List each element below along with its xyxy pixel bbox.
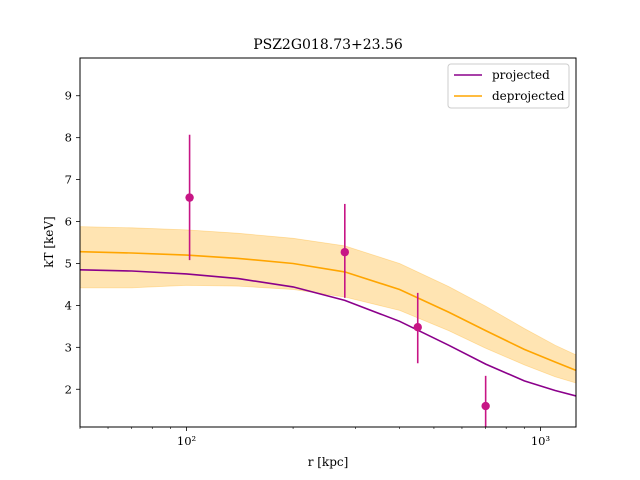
deprojected-line xyxy=(80,250,576,372)
band-layer xyxy=(80,226,576,384)
line-layer xyxy=(80,250,576,397)
legend-projected-label: projected xyxy=(492,68,550,82)
data-point-1 xyxy=(185,193,194,202)
x-tick-label: 10² xyxy=(177,434,196,448)
data-point-2 xyxy=(340,247,350,257)
errorbar-layer xyxy=(185,134,490,427)
y-tick-label: 9 xyxy=(65,89,72,103)
x-tick-label: 10³ xyxy=(531,434,551,448)
chart-title: PSZ2G018.73+23.56 xyxy=(253,37,403,53)
y-tick-label: 5 xyxy=(65,256,72,270)
data-point-4 xyxy=(481,401,490,411)
y-tick-label: 7 xyxy=(65,173,72,187)
plot-frame xyxy=(79,57,577,428)
y-tick-label: 6 xyxy=(65,215,72,229)
legend: projected deprojected xyxy=(447,63,570,109)
deprojected-confidence-band xyxy=(80,226,576,384)
y-tick-label: 2 xyxy=(65,382,72,396)
y-tick-label: 3 xyxy=(65,340,72,354)
y-tick-label: 4 xyxy=(65,298,72,312)
axis-ticks: 2 3 4 5 6 7 8 9 10² 10³ xyxy=(65,89,551,448)
y-tick-label: 8 xyxy=(65,131,72,145)
y-axis-label: kT [keV] xyxy=(42,216,56,268)
projected-line xyxy=(80,269,576,397)
legend-deprojected-label: deprojected xyxy=(492,89,565,103)
data-point-3 xyxy=(413,323,422,332)
x-axis-label: r [kpc] xyxy=(308,455,349,469)
